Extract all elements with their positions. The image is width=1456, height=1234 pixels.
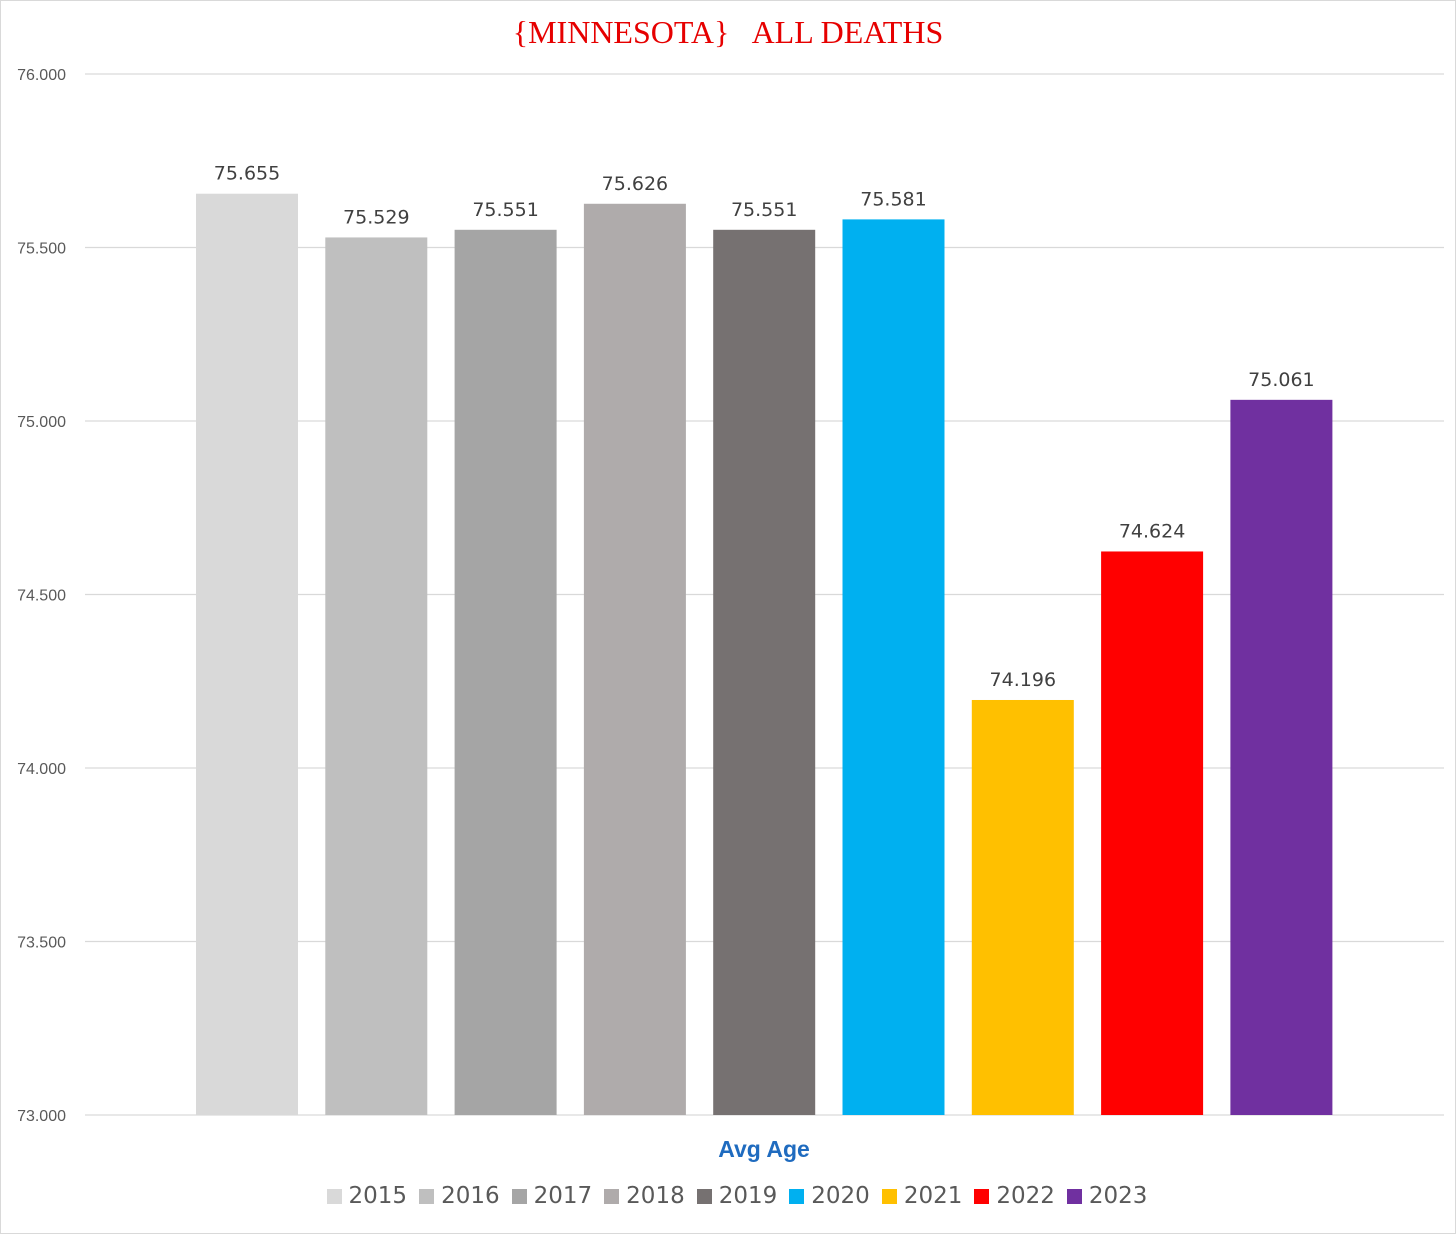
legend-swatch [511,1188,527,1204]
bar-2023 [1230,399,1333,1115]
bar-2019 [713,229,816,1116]
legend-swatch [696,1188,712,1204]
bar-2022 [1101,551,1204,1115]
legend-label: 2019 [718,1183,778,1209]
legend-label: 2023 [1088,1183,1148,1209]
legend-label: 2016 [441,1183,500,1209]
bar-2015 [196,193,298,1116]
legend-swatch [974,1188,990,1204]
bar-2016 [325,237,428,1115]
legend-item-2021: 2021 [881,1183,963,1209]
chart-title: {MINNESOTA} ALL DEATHS [512,14,944,50]
bar-2018 [583,203,686,1115]
data-label-2020: 75.581 [860,188,926,210]
legend: 2015 2016 2017 2018 2019 2020 2021 2022 2023 [0,1183,1456,1209]
legend-swatch [326,1188,342,1204]
legend-label: 2017 [533,1183,593,1209]
legend-swatch [881,1188,897,1204]
legend-label: 2021 [903,1183,963,1209]
data-label-2021: 74.196 [990,669,1056,691]
y-tick-label: 73.500 [17,935,66,952]
bars [196,193,1333,1116]
y-axis: 73.000 73.500 74.000 74.500 75.000 75.500 76.0… [17,67,66,1125]
legend-item-2017: 2017 [511,1183,593,1209]
legend-swatch [419,1188,435,1204]
legend-swatch [1066,1188,1082,1204]
legend-item-2022: 2022 [974,1183,1055,1209]
legend-item-2023: 2023 [1066,1183,1148,1209]
legend-label: 2020 [811,1183,870,1209]
y-tick-label: 76.000 [17,67,66,84]
legend-item-2015: 2015 [326,1183,408,1209]
bar-2021 [971,699,1074,1115]
bar-2020 [842,219,945,1115]
legend-label: 2022 [996,1183,1055,1209]
x-axis-title: Avg Age [718,1136,810,1162]
y-tick-label: 75.500 [17,241,66,258]
y-tick-label: 73.000 [17,1108,66,1125]
data-label-2016: 75.529 [343,206,409,228]
legend-label: 2015 [348,1183,408,1209]
y-tick-label: 74.000 [17,761,66,778]
y-tick-label: 74.500 [17,588,66,605]
legend-label: 2018 [626,1183,685,1209]
legend-item-2019: 2019 [696,1183,778,1209]
legend-item-2016: 2016 [419,1183,500,1209]
data-label-2023: 75.061 [1248,369,1314,391]
data-label-2018: 75.626 [602,173,668,195]
data-label-2022: 74.624 [1119,520,1185,542]
data-label-2015: 75.655 [214,163,280,185]
data-label-2019: 75.551 [731,199,797,221]
bar-2017 [454,229,557,1116]
legend-item-2018: 2018 [604,1183,685,1209]
legend-swatch [604,1188,620,1204]
data-labels: 75.655 75.529 75.551 75.626 75.551 75.581 74.1… [214,163,1315,691]
data-label-2017: 75.551 [472,199,538,221]
y-tick-label: 75.000 [17,414,66,431]
legend-item-2020: 2020 [789,1183,870,1209]
legend-swatch [789,1188,805,1204]
